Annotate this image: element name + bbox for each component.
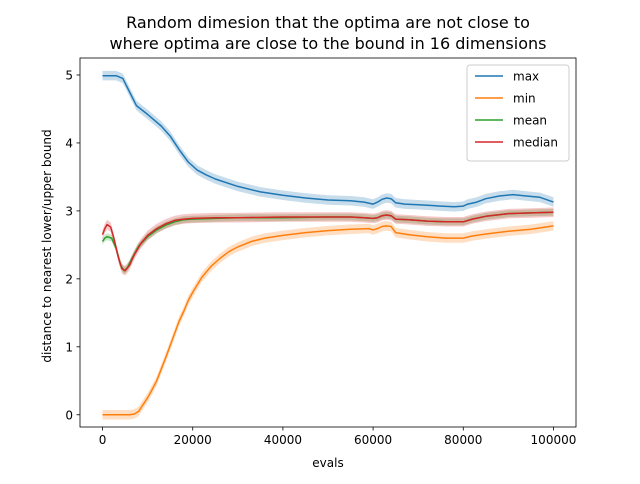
x-tick-label: 80000 [444,433,482,447]
legend: max min mean median [466,64,570,162]
x-tick-label: 100000 [531,433,577,447]
series-lines [101,74,554,416]
band-median [102,207,554,276]
series-line-min [102,225,554,416]
y-axis-label: distance to nearest lower/upper bound [40,129,54,362]
x-axis-label: evals [312,456,343,470]
chart-title-line-2: where optima are close to the bound in 1… [110,34,547,53]
y-tick-label: 5 [65,68,73,82]
legend-label-mean: mean [513,114,547,128]
series-line-median [101,211,554,272]
legend-label-median: median [513,136,558,150]
plot-frame [79,57,577,428]
legend-label-min: min [513,92,536,106]
band-min [102,221,554,420]
x-tick-label: 0 [99,433,107,447]
y-tick-label: 0 [65,408,73,422]
x-tick-label: 60000 [354,433,392,447]
band-max [102,70,554,212]
band-mean [102,208,554,275]
legend-box [466,64,570,162]
y-tick-label: 1 [65,340,73,354]
x-axis-ticks: 0 20000 40000 60000 80000 100000 [99,427,577,447]
legend-label-max: max [513,70,539,84]
series-line-max [102,74,554,208]
x-tick-label: 40000 [264,433,302,447]
y-tick-label: 3 [65,204,73,218]
y-axis-ticks: 0 1 2 3 4 5 [65,68,80,422]
y-tick-label: 4 [65,136,73,150]
confidence-bands [102,70,554,420]
y-tick-label: 2 [65,272,73,286]
x-tick-label: 20000 [174,433,212,447]
chart-title-line-1: Random dimesion that the optima are not … [126,13,530,32]
